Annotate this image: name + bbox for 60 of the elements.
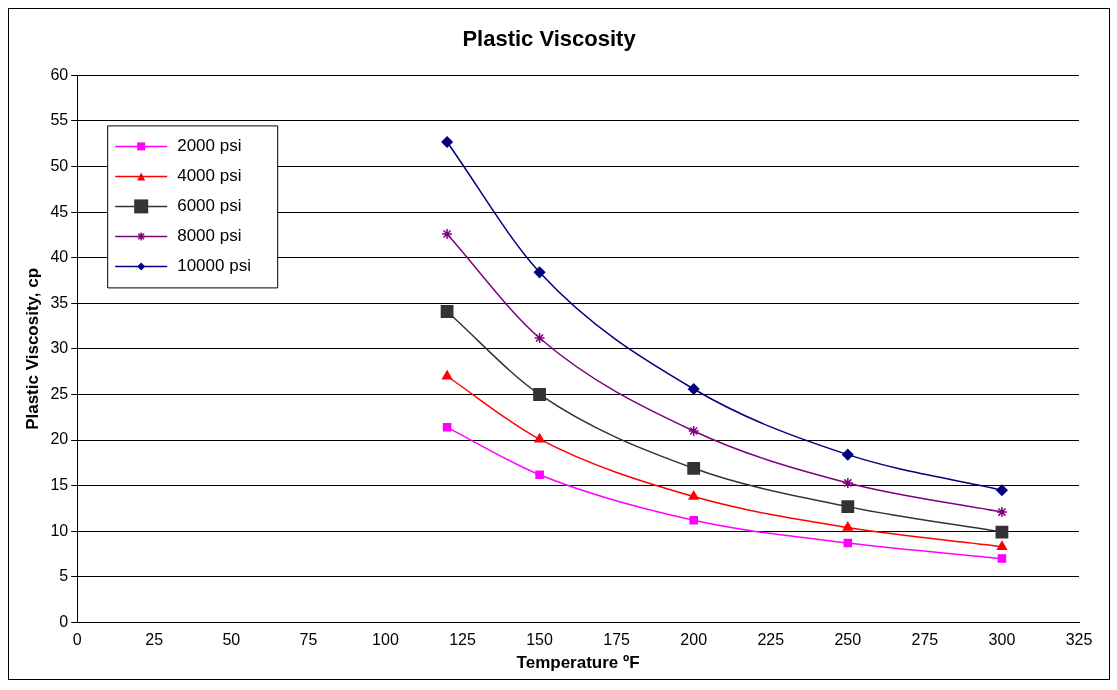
x-tick-label: 0	[72, 631, 82, 649]
y-tick-label: 45	[50, 202, 69, 220]
y-tick-label: 10	[50, 521, 69, 539]
point	[441, 228, 453, 240]
point	[687, 425, 700, 437]
y-tick-label: 25	[50, 384, 69, 402]
point	[689, 516, 698, 525]
x-tick-label: 300	[988, 631, 1016, 649]
chart-title: Plastic Viscosity	[462, 26, 637, 52]
y-tick-label: 40	[50, 248, 69, 266]
point	[841, 500, 855, 514]
point	[442, 423, 452, 432]
x-tick-label: 275	[911, 631, 939, 649]
x-tick-label: 250	[834, 631, 862, 649]
y-tick-label: 5	[59, 567, 69, 585]
point	[996, 484, 1008, 496]
point	[442, 370, 453, 380]
point	[842, 448, 854, 461]
x-tick-label: 100	[372, 631, 399, 649]
x-tick-label: 200	[680, 631, 708, 649]
y-tick-label: 35	[50, 293, 69, 311]
point	[997, 554, 1007, 563]
point	[533, 388, 546, 401]
y-tick-label: 15	[50, 476, 69, 494]
y-tick-label: 50	[50, 156, 69, 174]
x-tick-label: 50	[222, 631, 241, 649]
legend-label: 2000 psi	[177, 136, 242, 156]
x-tick-label: 125	[449, 631, 476, 649]
point	[842, 477, 854, 489]
y-axis-title: Plastic Viscosity, cp	[22, 267, 42, 430]
legend-label: 10000 psi	[177, 256, 251, 276]
x-tick-label: 325	[1065, 631, 1093, 649]
x-tick-label: 150	[526, 631, 554, 649]
x-tick-label: 75	[299, 631, 318, 649]
x-axis-title: Temperature ºF	[516, 653, 640, 673]
x-tick-label: 25	[145, 631, 164, 649]
point	[535, 470, 544, 479]
point	[687, 383, 700, 395]
x-tick-label: 225	[757, 631, 785, 649]
point	[996, 506, 1008, 518]
point	[440, 305, 454, 318]
point	[534, 433, 545, 443]
x-tick-label: 175	[603, 631, 631, 649]
y-tick-label: 20	[50, 430, 69, 448]
point	[996, 540, 1008, 550]
y-tick-label: 60	[50, 65, 69, 83]
point	[843, 538, 853, 548]
y-tick-label: 55	[50, 111, 69, 129]
point	[688, 490, 699, 500]
point	[533, 332, 546, 344]
point	[842, 521, 853, 531]
legend-label: 4000 psi	[177, 166, 242, 186]
legend-label: 6000 psi	[177, 196, 242, 216]
point	[441, 136, 453, 148]
y-tick-label: 30	[50, 339, 69, 357]
point	[687, 461, 701, 475]
point	[533, 266, 546, 279]
y-tick-label: 0	[59, 612, 69, 630]
legend-label: 8000 psi	[177, 226, 242, 246]
point	[995, 525, 1009, 539]
